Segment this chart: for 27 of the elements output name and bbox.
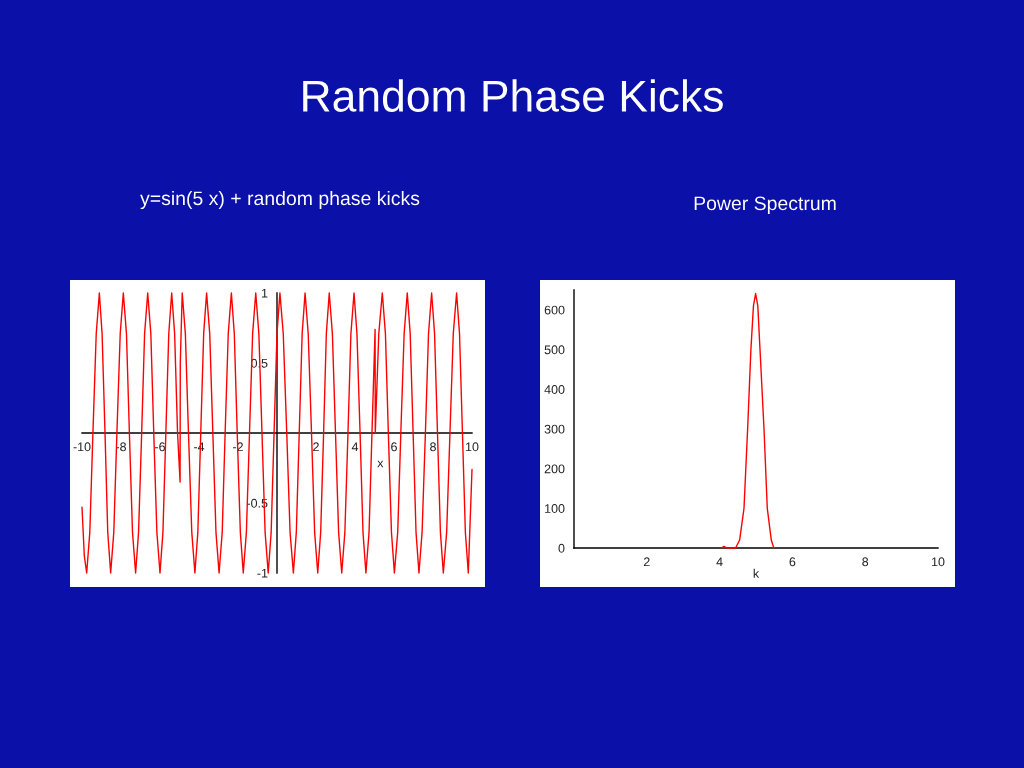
y-tick-label: 500 bbox=[544, 345, 565, 355]
chart-subtitle: Power Spectrum bbox=[694, 196, 836, 215]
x-tick-label: 4 bbox=[351, 442, 359, 452]
x-tick-label: 8 bbox=[862, 557, 869, 567]
x-axis-title: k bbox=[753, 568, 760, 578]
y-tick-label: -1 bbox=[257, 568, 268, 578]
x-tick-label: 8 bbox=[430, 442, 436, 452]
x-tick-label: 2 bbox=[643, 557, 650, 567]
x-tick-label: 2 bbox=[313, 442, 319, 452]
x-tick-label: 6 bbox=[391, 442, 397, 452]
y-tick-label: 1 bbox=[261, 288, 268, 298]
chart-subtitle: y=sin(5 x) + random phase kicks bbox=[140, 190, 420, 210]
x-tick-label: 10 bbox=[932, 557, 945, 567]
x-axis-title: x bbox=[377, 460, 384, 468]
y-tick-label: 600 bbox=[544, 305, 565, 315]
x-tick-label: -8 bbox=[116, 442, 127, 452]
x-tick-label: 10 bbox=[466, 442, 479, 452]
x-tick-label: -10 bbox=[73, 442, 91, 452]
chart-title: Random Phase Kicks bbox=[303, 79, 723, 112]
x-tick-label: 4 bbox=[716, 557, 723, 567]
y-tick-label: 200 bbox=[544, 464, 565, 474]
y-tick-label: 100 bbox=[545, 504, 565, 513]
x-tick-label: 6 bbox=[789, 557, 796, 567]
y-tick-label: 300 bbox=[544, 424, 565, 434]
x-tick-label: -6 bbox=[155, 442, 166, 452]
y-tick-label: 400 bbox=[544, 385, 565, 394]
y-tick-label: 0 bbox=[558, 543, 565, 553]
